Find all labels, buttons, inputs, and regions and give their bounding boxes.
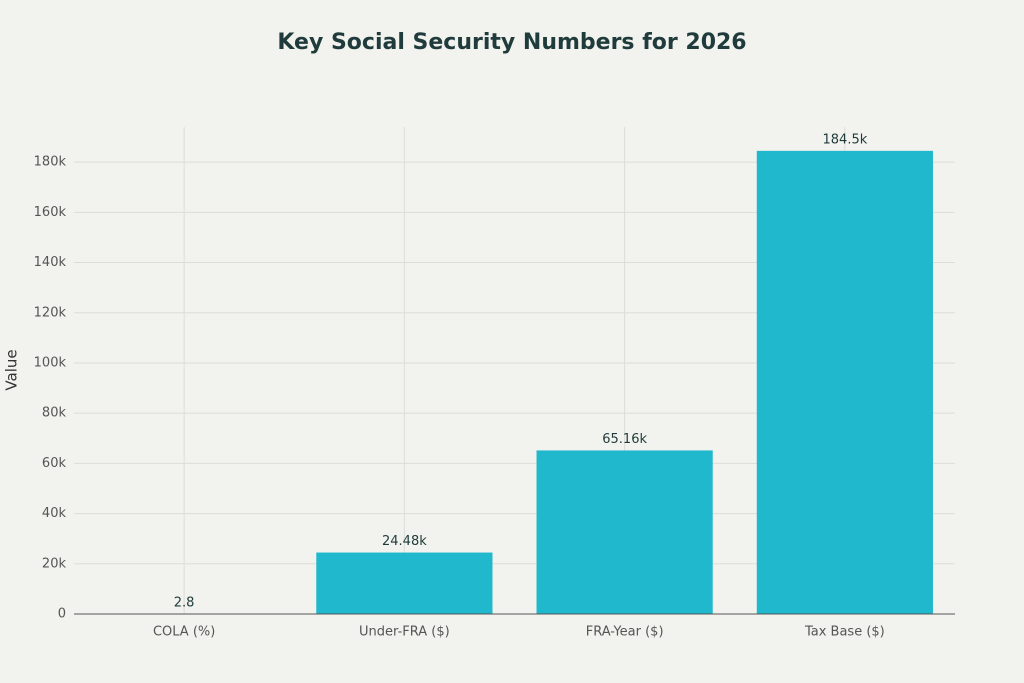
bar (316, 552, 493, 614)
y-tick-label: 160k (34, 205, 67, 220)
y-tick-label: 180k (34, 155, 67, 170)
y-tick-label: 100k (34, 355, 67, 370)
x-tick-label: Tax Base ($) (804, 625, 885, 640)
bar (756, 150, 933, 614)
x-tick-label: COLA (%) (153, 625, 215, 640)
y-tick-label: 20k (42, 556, 67, 571)
value-label: 65.16k (602, 432, 647, 447)
value-label: 24.48k (382, 534, 427, 549)
y-tick-label: 60k (42, 456, 67, 471)
x-tick-label: FRA-Year ($) (586, 625, 664, 640)
y-tick-label: 120k (34, 305, 67, 320)
value-label: 2.8 (174, 595, 195, 610)
value-label: 184.5k (823, 132, 868, 147)
chart-title: Key Social Security Numbers for 2026 (277, 30, 746, 55)
x-tick-label: Under-FRA ($) (359, 625, 450, 640)
y-axis-title: Value (3, 349, 21, 390)
y-tick-label: 40k (42, 506, 67, 521)
bar (536, 450, 713, 614)
y-tick-label: 140k (34, 255, 67, 270)
y-tick-label: 0 (58, 607, 66, 622)
y-tick-label: 80k (42, 406, 67, 421)
